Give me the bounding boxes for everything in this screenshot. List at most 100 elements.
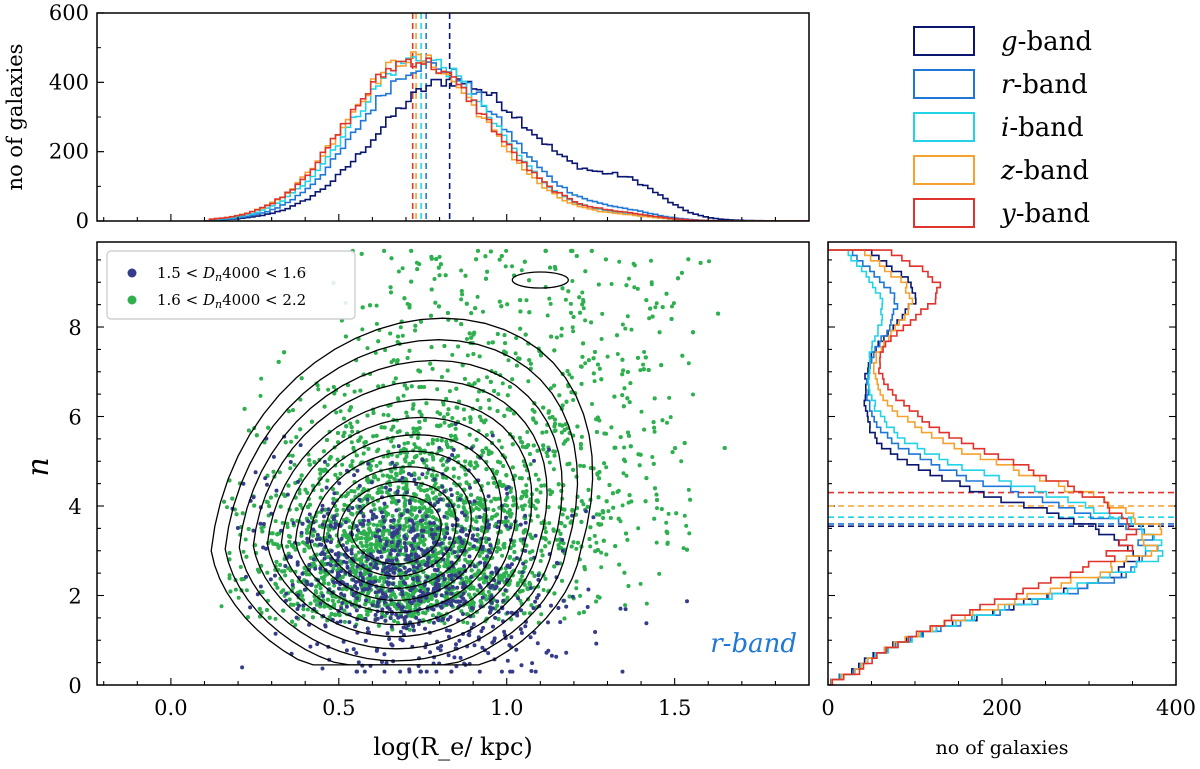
scatter-point-green: [417, 419, 422, 424]
scatter-point-green: [454, 386, 459, 391]
scatter-point-green: [376, 477, 381, 482]
scatter-point-green: [268, 495, 273, 500]
scatter-point-green: [523, 565, 528, 569]
scatter-point-green: [374, 463, 379, 468]
scatter-point-green: [524, 298, 529, 303]
scatter-point-green: [644, 601, 649, 606]
scatter-point-green: [395, 454, 400, 459]
scatter-point-green: [472, 572, 477, 577]
scatter-point-green: [327, 528, 332, 532]
scatter-point-green: [338, 409, 343, 414]
scatter-point-green: [492, 389, 497, 393]
scatter-point-green: [364, 539, 369, 544]
scatter-point-green: [429, 345, 434, 350]
top-histogram-steps: [204, 51, 809, 221]
scatter-point-green: [517, 356, 522, 361]
scatter-point-green: [348, 421, 353, 426]
scatter-point-green: [610, 491, 615, 496]
scatter-point-green: [341, 434, 346, 438]
scatter-point-green: [342, 619, 347, 624]
scatter-point-green: [463, 273, 468, 278]
scatter-point-green: [484, 597, 489, 602]
scatter-point-green: [389, 290, 393, 295]
scatter-point-green: [413, 445, 418, 450]
scatter-point-green: [477, 354, 482, 359]
scatter-point-green: [687, 531, 692, 536]
scatter-point-green: [501, 592, 506, 597]
scatter-point-green: [297, 491, 302, 496]
scatter-point-green: [394, 471, 399, 476]
scatter-point-green: [521, 529, 526, 534]
scatter-point-green: [479, 528, 484, 533]
scatter-point-green: [406, 440, 410, 445]
scatter-point-green: [560, 512, 565, 517]
scatter-point-green: [570, 325, 575, 330]
scatter-point-green: [592, 379, 597, 384]
scatter-point-green: [456, 504, 461, 509]
scatter-point-green: [594, 430, 599, 434]
scatter-point-green: [469, 335, 474, 340]
scatter-point-green: [406, 592, 410, 597]
scatter-point-green: [290, 579, 295, 584]
legend-label: r-band: [1001, 70, 1088, 100]
scatter-point-green: [348, 405, 353, 410]
scatter-point-green: [371, 434, 376, 439]
scatter-point-green: [574, 586, 579, 591]
top-ytick-label: 600: [49, 1, 89, 25]
scatter-point-green: [528, 532, 533, 537]
scatter-point-green: [287, 597, 292, 602]
scatter-point-green: [626, 584, 631, 588]
scatter-point-green: [437, 273, 442, 278]
scatter-point-green: [567, 594, 572, 599]
scatter-point-green: [281, 608, 286, 613]
scatter-point-green: [570, 279, 575, 283]
scatter-point-green: [571, 540, 576, 545]
scatter-point-green: [342, 502, 347, 507]
scatter-point-green: [578, 463, 583, 468]
scatter-point-green: [382, 248, 387, 253]
scatter-point-green: [565, 369, 570, 373]
scatter-point-green: [412, 455, 417, 460]
scatter-point-green: [502, 413, 507, 418]
scatter-point-green: [439, 458, 444, 463]
scatter-point-green: [350, 512, 355, 517]
scatter-point-green: [636, 526, 641, 531]
scatter-point-green: [496, 459, 500, 464]
scatter-point-green: [222, 499, 226, 504]
scatter-point-green: [417, 262, 422, 267]
scatter-point-green: [642, 350, 647, 354]
scatter-point-green: [475, 463, 480, 468]
scatter-point-green: [547, 460, 552, 465]
scatter-point-green: [258, 393, 263, 398]
scatter-point-green: [651, 461, 656, 466]
scatter-point-green: [442, 415, 446, 420]
scatter-point-green: [620, 393, 625, 398]
scatter-point-green: [354, 533, 359, 538]
scatter-point-green: [331, 566, 336, 571]
scatter-point-green: [350, 429, 355, 434]
scatter-point-green: [596, 282, 601, 287]
scatter-point-green: [578, 310, 582, 315]
scatter-point-green: [366, 446, 371, 451]
scatter-point-green: [430, 490, 435, 495]
scatter-point-green: [395, 620, 400, 625]
scatter-point-green: [500, 484, 505, 488]
scatter-point-green: [342, 392, 347, 397]
scatter-point-green: [288, 466, 293, 471]
scatter-point-green: [451, 466, 456, 471]
scatter-point-green: [289, 602, 293, 607]
scatter-point-green: [512, 550, 517, 554]
scatter-point-green: [325, 462, 330, 467]
scatter-point-green: [473, 460, 478, 465]
scatter-point-green: [468, 595, 473, 600]
scatter-point-green: [552, 453, 557, 458]
scatter-point-green: [536, 477, 541, 482]
scatter-point-green: [402, 446, 406, 451]
scatter-point-green: [430, 366, 435, 371]
scatter-point-green: [376, 339, 381, 344]
scatter-point-green: [568, 301, 573, 306]
top-y-axis-label: no of galaxies: [3, 44, 27, 191]
scatter-point-green: [484, 433, 489, 437]
scatter-point-green: [400, 266, 405, 271]
